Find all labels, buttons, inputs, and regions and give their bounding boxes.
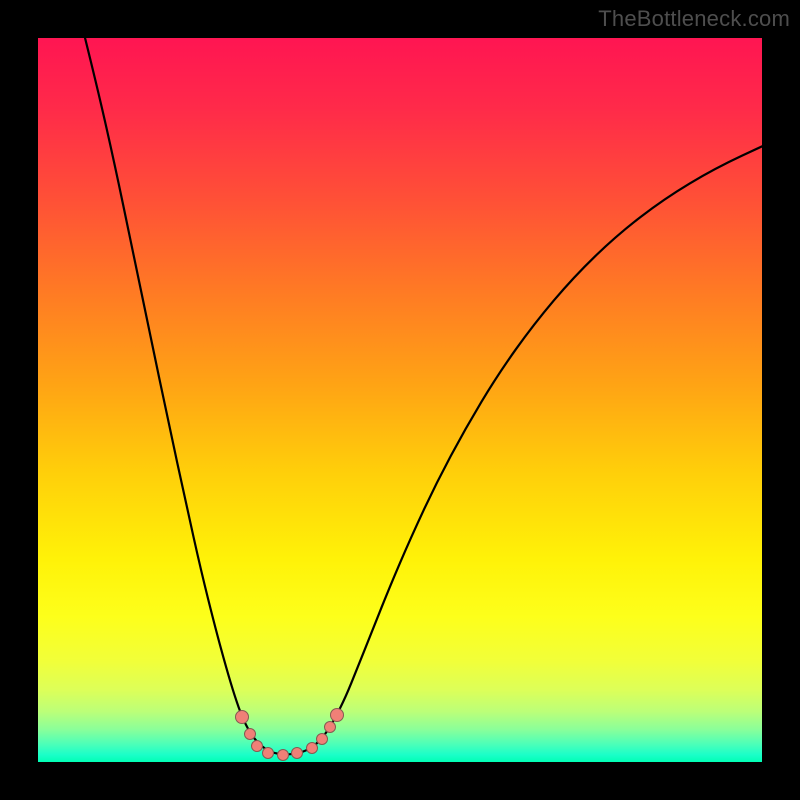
curve-marker: [235, 710, 249, 724]
curve-marker: [291, 747, 303, 759]
bottleneck-curve: [38, 38, 762, 762]
curve-marker: [306, 742, 318, 754]
curve-marker: [244, 728, 256, 740]
plot-area: [38, 38, 762, 762]
chart-frame: TheBottleneck.com: [0, 0, 800, 800]
watermark-text: TheBottleneck.com: [598, 6, 790, 32]
curve-marker: [277, 749, 289, 761]
curve-marker: [316, 733, 328, 745]
curve-marker: [262, 747, 274, 759]
curve-marker: [330, 708, 344, 722]
curve-marker: [324, 721, 336, 733]
